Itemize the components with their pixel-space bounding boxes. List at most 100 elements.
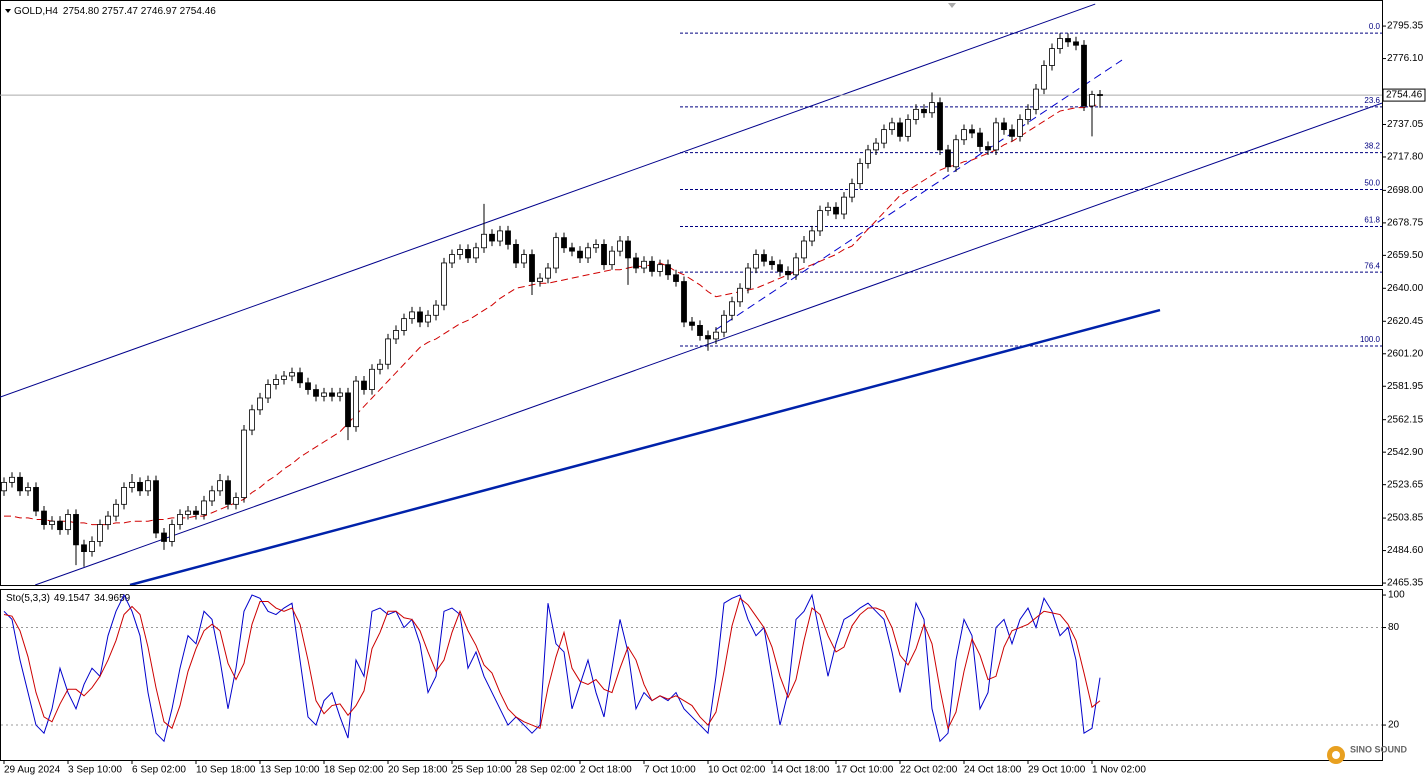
candle-body — [857, 162, 863, 185]
candle-body — [553, 237, 559, 269]
candle-body — [377, 363, 383, 370]
menu-arrow — [5, 9, 11, 13]
candle-body — [265, 384, 271, 399]
candle-body — [849, 183, 855, 198]
candle-body — [297, 372, 303, 384]
candle-body — [481, 233, 487, 249]
candle-body — [473, 247, 479, 259]
candle-body — [49, 520, 55, 525]
y-tick-label: 2484.60 — [1387, 545, 1424, 556]
x-tick-label: 24 Oct 18:00 — [964, 765, 1022, 776]
candle-body — [569, 247, 575, 252]
candle-body — [945, 149, 951, 168]
candle-body — [889, 122, 895, 131]
candle-body — [897, 122, 903, 137]
x-tick-label: 7 Oct 10:00 — [644, 765, 696, 776]
candle-body — [65, 514, 71, 531]
candle-body — [281, 375, 287, 380]
candle-body — [785, 271, 791, 276]
candle-body — [1, 481, 7, 492]
candle-body — [761, 254, 767, 262]
candle-body — [937, 102, 943, 151]
moving-average — [4, 103, 1101, 526]
candle-body — [1009, 129, 1015, 137]
indicator-signal-value: 34.9659 — [94, 593, 131, 604]
candle-body — [817, 210, 823, 232]
x-tick-label: 10 Sep 18:00 — [196, 765, 256, 776]
x-tick-label: 18 Sep 02:00 — [324, 765, 384, 776]
candle-body — [961, 129, 967, 141]
candle-body — [657, 264, 663, 272]
candle-body — [681, 281, 687, 323]
candle-body — [625, 240, 631, 259]
y-tick-label: 2620.45 — [1387, 316, 1424, 327]
y-tick-label: 2795.35 — [1387, 21, 1424, 32]
candle-body — [289, 372, 295, 377]
x-tick-label: 13 Sep 10:00 — [260, 765, 320, 776]
candle-body — [497, 230, 503, 242]
candle-body — [105, 515, 111, 525]
x-tick-label: 22 Oct 02:00 — [900, 765, 958, 776]
candle-body — [649, 260, 655, 272]
indicator-title: Sto(5,3,3) — [6, 593, 50, 604]
period-marker — [948, 3, 956, 8]
candle-body — [41, 510, 47, 525]
candle-body — [169, 524, 175, 542]
candle-body — [545, 267, 551, 279]
candle-body — [137, 481, 143, 492]
y-tick-label: 2523.65 — [1387, 479, 1424, 490]
price-box — [1382, 88, 1426, 102]
candle-body — [1049, 48, 1055, 66]
candle-body — [241, 429, 247, 498]
candle-body — [1065, 38, 1071, 43]
trend-line — [35, 102, 1382, 585]
candle-body — [313, 389, 319, 397]
watermark-text: SINO SOUND — [1350, 744, 1408, 754]
candle-body — [89, 541, 95, 552]
candle-body — [881, 129, 887, 144]
candle-body — [1017, 119, 1023, 137]
candle-body — [801, 240, 807, 259]
x-tick-label: 20 Sep 18:00 — [388, 765, 448, 776]
candle-body — [753, 254, 759, 269]
candle-body — [97, 524, 103, 542]
y-tick-label: 2581.95 — [1387, 381, 1424, 392]
candle-body — [745, 267, 751, 289]
main-plot: 0.0 23.6 38.2 50.0 61.8 76.4 100.0 — [0, 3, 1382, 585]
candle-body — [457, 249, 463, 255]
fibo-label: 38.2 — [1364, 142, 1380, 151]
candle-body — [1073, 41, 1079, 46]
indicator-y-tick-label: 80 — [1388, 622, 1400, 633]
candle-body — [585, 247, 591, 259]
candle-body — [353, 380, 359, 428]
candle-body — [1081, 44, 1087, 107]
y-tick-label: 2659.50 — [1387, 250, 1424, 261]
candle-body — [433, 304, 439, 316]
y-tick-label: 2601.20 — [1387, 348, 1424, 359]
fibo-label: 50.0 — [1364, 179, 1380, 188]
chart-header: GOLD,H4 2754.80 2757.47 2746.97 2754.46 — [14, 6, 216, 17]
candle-body — [57, 520, 63, 531]
candle-body — [873, 142, 879, 151]
candle-body — [769, 260, 775, 266]
candle-body — [809, 230, 815, 242]
y-tick-label: 2640.00 — [1387, 283, 1424, 294]
candle-body — [905, 119, 911, 137]
y-tick-label: 2503.85 — [1387, 513, 1424, 524]
indicator-main-value: 49.1547 — [54, 593, 91, 604]
candle-body — [409, 311, 415, 320]
candle-body — [145, 480, 151, 492]
x-tick-label: 28 Sep 02:00 — [516, 765, 576, 776]
candle-body — [977, 132, 983, 147]
candle-body — [217, 480, 223, 492]
y-tick-label: 2465.35 — [1387, 578, 1424, 589]
candle-body — [865, 149, 871, 164]
candle-body — [177, 514, 183, 525]
y-tick-label: 2737.05 — [1387, 119, 1424, 130]
candle-body — [609, 250, 615, 266]
candle-body — [81, 544, 87, 552]
candle-body — [985, 146, 991, 151]
candle-body — [225, 480, 231, 505]
indicator-y-tick-label: 20 — [1388, 720, 1400, 731]
candle-body — [593, 243, 599, 249]
